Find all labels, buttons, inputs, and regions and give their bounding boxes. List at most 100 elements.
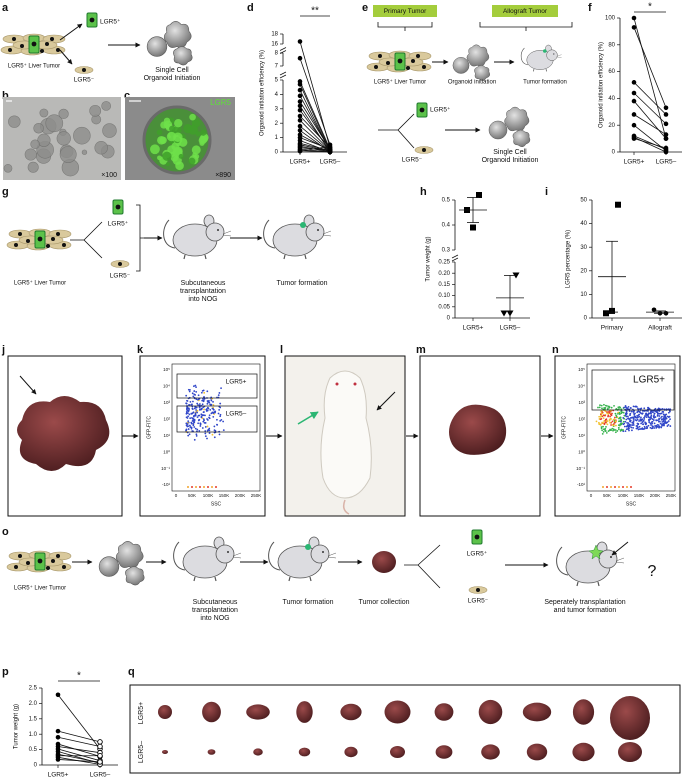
event-dot <box>641 412 644 415</box>
event-dot <box>625 418 628 421</box>
event-dot <box>669 410 671 413</box>
axis-title: GFP-FITC <box>561 416 567 439</box>
event-dot <box>614 486 616 488</box>
pair-line <box>633 100 667 139</box>
event-dot <box>204 432 207 435</box>
tumor-photo <box>522 702 552 722</box>
organoid <box>98 556 120 577</box>
event-dot <box>601 429 604 432</box>
y-tick-label: 40 <box>608 96 615 102</box>
event-dot <box>645 425 648 428</box>
event-dot <box>629 412 632 415</box>
event-dot <box>204 435 207 438</box>
event-dot <box>219 413 222 416</box>
label: LGR5⁺ <box>467 551 488 558</box>
event-dot <box>626 407 629 410</box>
data-point <box>631 136 637 141</box>
event-dot <box>193 438 196 441</box>
x-tick-label: 150K <box>219 493 230 498</box>
event-dot <box>622 420 625 423</box>
event-dot <box>658 415 661 417</box>
event-dot <box>649 416 652 419</box>
event-dot <box>613 423 615 425</box>
event-dot <box>208 432 211 435</box>
event-dot <box>629 406 632 409</box>
cell-fluorescence <box>160 121 168 129</box>
event-dot <box>648 418 650 421</box>
pair-line <box>57 743 101 757</box>
event-dot <box>633 413 636 416</box>
cell-fluorescence <box>200 129 207 136</box>
y-tick-label: 10⁰ <box>163 449 170 454</box>
cell-fluorescence <box>159 136 167 144</box>
lgr5-pos-cell <box>416 102 428 118</box>
organoids <box>488 106 531 147</box>
y-tick-label: 18 <box>271 32 278 38</box>
tumor-photo <box>478 699 503 725</box>
event-dot <box>602 425 604 428</box>
data-point <box>297 82 303 87</box>
event-dot <box>608 412 611 414</box>
event-dot <box>209 408 212 411</box>
event-dot <box>634 415 637 418</box>
event-dot <box>621 411 624 414</box>
tumor-photo <box>572 699 595 725</box>
event-dot <box>635 425 638 427</box>
event-dot <box>187 434 190 437</box>
event-dot <box>185 429 188 432</box>
row-label: LGR5– <box>138 741 145 763</box>
event-dot <box>617 426 620 429</box>
cell-fluorescence <box>165 162 170 167</box>
nucleus <box>118 262 122 266</box>
event-dot <box>631 429 633 432</box>
mouse-eye <box>317 229 319 231</box>
x-tick-label: 50K <box>188 493 196 498</box>
data-point <box>631 122 637 128</box>
event-dot <box>632 420 635 423</box>
event-dot <box>206 390 209 393</box>
pair-line <box>299 115 331 148</box>
event-dot <box>217 412 220 415</box>
y-tick-label: 1.0 <box>29 732 38 738</box>
event-dot <box>187 425 189 428</box>
event-dot <box>210 399 213 402</box>
nucleus <box>56 48 60 52</box>
x-tick-label: LGR5– <box>90 772 111 779</box>
event-dot <box>628 418 631 421</box>
event-dot <box>655 424 658 427</box>
label: Organoid Initiation <box>144 75 201 82</box>
event-dot <box>653 427 656 429</box>
lgr5-neg-cell <box>414 146 434 154</box>
tumor-photo <box>610 696 650 740</box>
tumor-photo <box>481 744 500 760</box>
y-tick-label: 80 <box>608 42 615 48</box>
mouse-head <box>305 222 325 242</box>
cell-fluorescence <box>178 153 184 159</box>
event-dot <box>663 423 665 426</box>
pair-line <box>299 110 331 151</box>
y-tick-label: 0 <box>584 316 588 322</box>
label: LGR5⁺ Liver Tumor <box>14 585 66 592</box>
event-dot <box>662 413 665 416</box>
axis-title: Tumor weight (g) <box>426 236 432 281</box>
event-dot <box>635 427 638 430</box>
mouse-tail <box>173 541 186 571</box>
cell-fluorescence <box>173 125 182 135</box>
gate-label: LGR5– <box>226 411 247 418</box>
cell-fluorescence <box>189 113 196 121</box>
pair-line <box>633 135 667 150</box>
nucleus <box>62 565 66 569</box>
label: ? <box>648 563 657 580</box>
y-tick-label: 16 <box>271 42 278 48</box>
tumor-photo <box>298 747 311 757</box>
organoid-image <box>27 161 39 173</box>
event-dot <box>219 402 222 405</box>
arrow <box>59 49 73 65</box>
event-dot <box>605 418 608 421</box>
event-dot <box>618 420 620 423</box>
event-dot <box>614 416 616 419</box>
event-dot <box>625 428 628 431</box>
event-dot <box>627 422 630 425</box>
event-dot <box>635 419 638 422</box>
event-dot <box>667 411 670 414</box>
